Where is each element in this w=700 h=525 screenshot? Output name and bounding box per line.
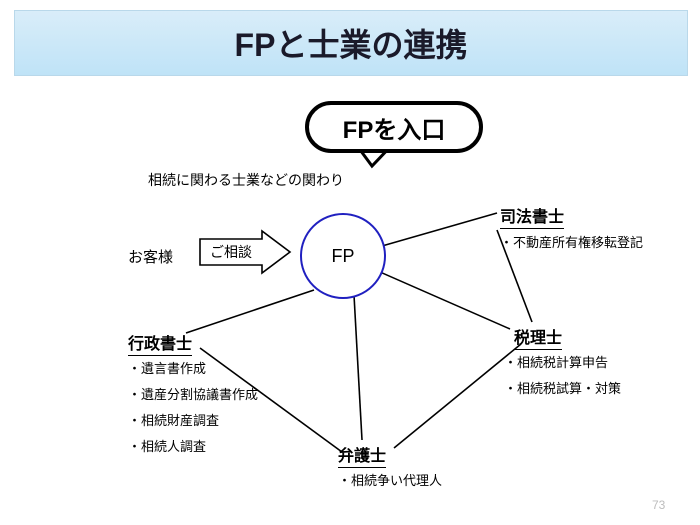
heading-shiho: 司法書士 [500,203,564,229]
fp-node: FP [300,213,386,299]
item-gyosei: ・遺産分割協議書作成 [128,384,258,403]
heading-gyosei: 行政書士 [128,330,192,356]
item-zeirishi: ・相続税計算申告 [504,352,608,371]
customer-label: お客様 [128,246,173,267]
page-title: FPと士業の連携 [235,20,468,66]
item-zeirishi: ・相続税試算・対策 [504,378,621,397]
speech-bubble: FPを入口 [305,101,483,153]
subtitle: 相続に関わる士業などの関わり [148,170,344,190]
item-bengoshi: ・相続争い代理人 [338,470,442,489]
heading-bengoshi: 弁護士 [338,442,386,468]
item-gyosei: ・遺言書作成 [128,358,206,377]
item-shiho: ・不動産所有権移転登記 [500,232,643,251]
fp-label: FP [331,246,354,267]
heading-zeirishi: 税理士 [514,324,562,350]
title-banner: FPと士業の連携 [14,10,688,76]
item-gyosei: ・相続人調査 [128,436,206,455]
item-gyosei: ・相続財産調査 [128,410,219,429]
consult-label: ご相談 [200,242,262,262]
bubble-text: FPを入口 [343,110,446,145]
page-number: 73 [652,498,665,512]
